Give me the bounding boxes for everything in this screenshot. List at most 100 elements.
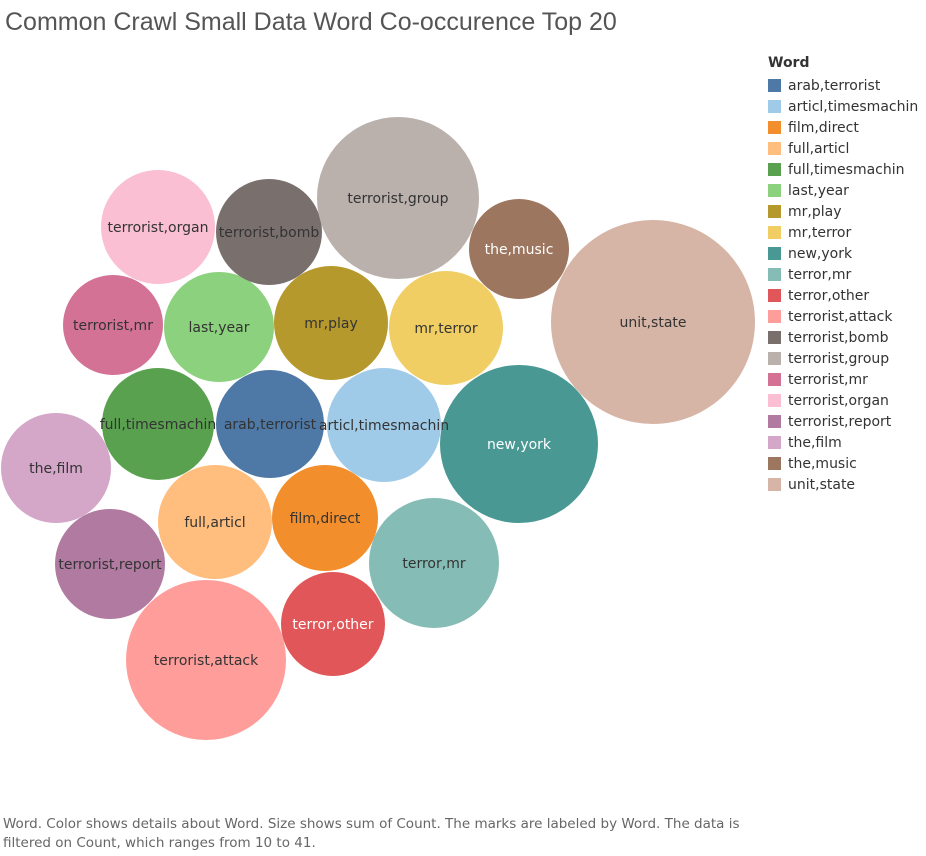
- legend-item[interactable]: mr,terror: [768, 222, 918, 243]
- legend-swatch: [768, 394, 781, 407]
- legend-label: terrorist,report: [788, 413, 892, 430]
- legend-item[interactable]: terrorist,attack: [768, 306, 918, 327]
- bubble-label: film,direct: [290, 511, 361, 527]
- bubble[interactable]: [216, 179, 322, 285]
- bubble[interactable]: [126, 580, 286, 740]
- legend-item[interactable]: last,year: [768, 180, 918, 201]
- legend-swatch: [768, 457, 781, 470]
- bubble[interactable]: [63, 275, 163, 375]
- legend-label: mr,terror: [788, 224, 852, 241]
- legend-label: the,film: [788, 434, 842, 451]
- legend-swatch: [768, 247, 781, 260]
- legend-item[interactable]: arab,terrorist: [768, 75, 918, 96]
- bubble[interactable]: [272, 465, 378, 571]
- legend-swatch: [768, 79, 781, 92]
- legend-item[interactable]: the,film: [768, 432, 918, 453]
- bubble-label: terrorist,mr: [73, 318, 153, 334]
- legend-swatch: [768, 100, 781, 113]
- bubble-label: full,timesmachin: [100, 417, 217, 433]
- bubble-label: articl,timesmachin: [319, 418, 449, 434]
- legend: Word arab,terrorist articl,timesmachin fil…: [768, 55, 918, 495]
- legend-item[interactable]: terrorist,mr: [768, 369, 918, 390]
- bubble[interactable]: [389, 271, 503, 385]
- legend-label: terrorist,organ: [788, 392, 889, 409]
- bubble[interactable]: [317, 117, 479, 279]
- legend-swatch: [768, 415, 781, 428]
- legend-label: arab,terrorist: [788, 77, 881, 94]
- legend-item[interactable]: terror,mr: [768, 264, 918, 285]
- bubble[interactable]: [1, 413, 111, 523]
- bubble[interactable]: [369, 498, 499, 628]
- legend-label: full,articl: [788, 140, 850, 157]
- bubble[interactable]: [440, 365, 598, 523]
- legend-label: last,year: [788, 182, 849, 199]
- bubble[interactable]: [101, 170, 215, 284]
- bubble[interactable]: [281, 572, 385, 676]
- legend-swatch: [768, 352, 781, 365]
- legend-item[interactable]: the,music: [768, 453, 918, 474]
- legend-title: Word: [768, 55, 810, 71]
- legend-swatch: [768, 289, 781, 302]
- bubble[interactable]: [469, 199, 569, 299]
- legend-swatch: [768, 310, 781, 323]
- legend-label: articl,timesmachin: [788, 98, 919, 115]
- legend-item[interactable]: terrorist,group: [768, 348, 918, 369]
- legend-item[interactable]: mr,play: [768, 201, 918, 222]
- legend-items: arab,terrorist articl,timesmachin film,dir…: [768, 75, 918, 495]
- legend-item[interactable]: terrorist,report: [768, 411, 918, 432]
- legend-swatch: [768, 205, 781, 218]
- legend-label: new,york: [788, 245, 853, 262]
- bubble[interactable]: [551, 220, 755, 424]
- legend-label: the,music: [788, 455, 857, 472]
- bubble-label: new,york: [487, 437, 552, 453]
- legend-item[interactable]: terror,other: [768, 285, 918, 306]
- bubble-label: mr,play: [304, 316, 357, 332]
- bubble[interactable]: [274, 266, 388, 380]
- legend-label: full,timesmachin: [788, 161, 905, 178]
- legend-swatch: [768, 226, 781, 239]
- legend-label: mr,play: [788, 203, 842, 220]
- bubble-label: the,film: [29, 461, 83, 477]
- legend-label: terrorist,bomb: [788, 329, 889, 346]
- legend-item[interactable]: terrorist,organ: [768, 390, 918, 411]
- legend-swatch: [768, 121, 781, 134]
- legend-label: terrorist,group: [788, 350, 890, 367]
- legend-swatch: [768, 478, 781, 491]
- bubble-label: full,articl: [184, 515, 245, 531]
- bubble[interactable]: [102, 368, 214, 480]
- legend-item[interactable]: articl,timesmachin: [768, 96, 918, 117]
- bubble-label: arab,terrorist: [224, 417, 317, 433]
- legend-swatch: [768, 436, 781, 449]
- legend-swatch: [768, 184, 781, 197]
- legend-label: terror,mr: [788, 266, 852, 283]
- bubble-label: mr,terror: [414, 321, 477, 337]
- legend-item[interactable]: new,york: [768, 243, 918, 264]
- bubble-label: terror,mr: [402, 556, 465, 572]
- legend-label: film,direct: [788, 119, 859, 136]
- legend-swatch: [768, 268, 781, 281]
- chart-caption: Word. Color shows details about Word. Si…: [3, 816, 740, 851]
- legend-item[interactable]: full,timesmachin: [768, 159, 918, 180]
- bubble-label: terrorist,group: [347, 191, 448, 207]
- bubble-label: terrorist,report: [58, 557, 162, 573]
- legend-swatch: [768, 331, 781, 344]
- bubble-label: unit,state: [619, 315, 686, 331]
- bubble[interactable]: [216, 370, 324, 478]
- legend-item[interactable]: full,articl: [768, 138, 918, 159]
- bubble[interactable]: [327, 368, 441, 482]
- legend-item[interactable]: unit,state: [768, 474, 918, 495]
- bubble-label: terrorist,organ: [108, 220, 209, 236]
- legend-label: terrorist,mr: [788, 371, 868, 388]
- bubble[interactable]: [158, 465, 272, 579]
- legend-label: terror,other: [788, 287, 870, 304]
- legend-item[interactable]: terrorist,bomb: [768, 327, 918, 348]
- bubble-chart: arab,terrorist articl,timesmachin film,dir…: [1, 117, 755, 740]
- legend-item[interactable]: film,direct: [768, 117, 918, 138]
- legend-swatch: [768, 163, 781, 176]
- bubble[interactable]: [164, 272, 274, 382]
- legend-label: unit,state: [788, 476, 856, 493]
- chart-title: Common Crawl Small Data Word Co-occurenc…: [5, 8, 617, 36]
- bubble-label: terrorist,bomb: [219, 225, 320, 241]
- bubble[interactable]: [55, 509, 165, 619]
- bubble-label: terrorist,attack: [154, 653, 259, 669]
